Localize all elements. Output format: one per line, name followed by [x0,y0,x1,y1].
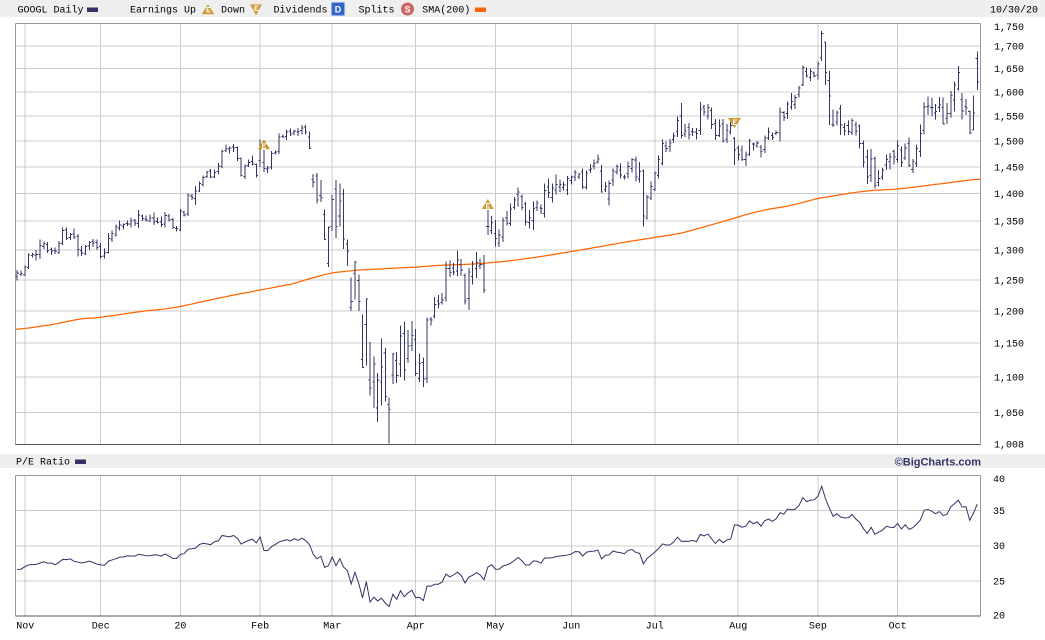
svg-text:S: S [404,5,410,15]
svg-text:1,300: 1,300 [994,246,1024,257]
svg-text:25: 25 [993,577,1005,588]
svg-text:1,500: 1,500 [994,138,1024,149]
svg-text:1,550: 1,550 [994,113,1024,124]
svg-text:1,450: 1,450 [994,163,1024,174]
svg-text:Dividends: Dividends [274,5,328,17]
svg-text:20: 20 [174,622,186,633]
svg-text:10/30/20: 10/30/20 [990,5,1038,17]
svg-text:1,400: 1,400 [994,190,1024,201]
svg-text:Dec: Dec [92,622,110,633]
svg-text:1,050: 1,050 [994,409,1024,420]
svg-text:P/E Ratio: P/E Ratio [16,457,70,469]
svg-text:40: 40 [993,475,1005,486]
svg-text:1,250: 1,250 [994,276,1024,287]
svg-text:Apr: Apr [407,622,425,633]
svg-text:1,600: 1,600 [994,88,1024,99]
svg-text:1,100: 1,100 [994,374,1024,385]
svg-text:1,650: 1,650 [994,65,1024,76]
svg-text:GOOGL Daily: GOOGL Daily [18,5,84,17]
svg-text:SMA(200): SMA(200) [422,5,470,17]
svg-text:Sep: Sep [809,622,827,633]
svg-text:1,200: 1,200 [994,307,1024,318]
svg-text:1,700: 1,700 [994,42,1024,53]
svg-text:D: D [335,5,342,15]
svg-text:Oct: Oct [889,622,907,633]
svg-text:Nov: Nov [16,622,34,633]
svg-text:Feb: Feb [251,621,269,633]
svg-text:Splits: Splits [359,5,395,17]
svg-text:20: 20 [993,612,1005,623]
svg-text:Jul: Jul [646,621,664,633]
svg-text:Earnings Up: Earnings Up [130,5,196,17]
svg-text:Jun: Jun [562,622,580,633]
svg-text:1,008: 1,008 [994,441,1024,452]
svg-text:1,750: 1,750 [994,23,1024,34]
svg-text:©BigCharts.com: ©BigCharts.com [895,457,982,469]
svg-text:30: 30 [993,542,1005,553]
svg-text:Aug: Aug [729,622,747,633]
svg-text:1,150: 1,150 [994,340,1024,351]
svg-text:May: May [486,622,504,633]
svg-text:Mar: Mar [323,622,341,633]
svg-text:35: 35 [993,507,1005,518]
svg-text:1,350: 1,350 [994,218,1024,229]
svg-text:Down: Down [221,6,245,17]
